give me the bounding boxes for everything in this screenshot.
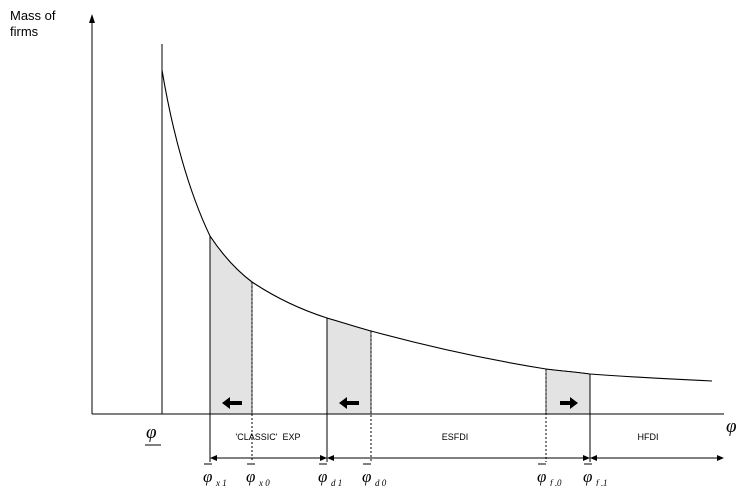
cutoff-label-x1: φ x 1	[203, 463, 227, 486]
shift-arrow-left-exporters	[222, 397, 242, 409]
span-classic-exp	[210, 455, 327, 461]
cutoff-subscript: f ,1	[596, 478, 608, 486]
cutoff-subscript: d 1	[331, 478, 342, 486]
y-axis-label: Mass of firms	[10, 8, 56, 40]
cutoff-subscript: x 1	[215, 478, 227, 486]
cutoff-label-f0: φ f ,0	[537, 463, 562, 486]
span-esfdi	[327, 455, 590, 461]
shade-band-domestic	[326, 317, 372, 415]
cutoff-subscript: f ,0	[550, 478, 562, 486]
cutoff-label-f1: φ f ,1	[583, 463, 608, 486]
region-label-esfdi: ESFDI	[442, 432, 469, 442]
cutoff-subscript: x 0	[258, 478, 270, 486]
y-axis-arrowhead	[89, 14, 95, 23]
cutoff-label-d0: φ d 0	[362, 463, 387, 486]
cutoff-label-d1: φ d 1	[318, 463, 342, 486]
span-hfdi	[590, 455, 724, 461]
shade-band-fdi	[545, 368, 591, 415]
cutoff-symbol: φ	[362, 467, 371, 486]
cutoff-subscript: d 0	[375, 478, 387, 486]
lower-bound-symbol: φ	[146, 422, 157, 443]
density-curve	[161, 69, 713, 382]
region-label-classic-exp: 'CLASSIC' EXP	[236, 432, 301, 442]
shift-arrow-right-fdi	[560, 397, 578, 409]
cutoff-symbol: φ	[318, 467, 327, 486]
cutoff-symbol: φ	[203, 467, 212, 486]
cutoff-symbol: φ	[583, 467, 592, 486]
shift-arrow-left-domestic	[339, 397, 359, 409]
cutoff-label-x0: φ x 0	[246, 463, 270, 486]
cutoff-symbol: φ	[537, 467, 546, 486]
region-label-hfdi: HFDI	[638, 432, 659, 442]
x-axis-symbol: φ	[726, 416, 737, 437]
cutoff-symbol: φ	[246, 467, 255, 486]
